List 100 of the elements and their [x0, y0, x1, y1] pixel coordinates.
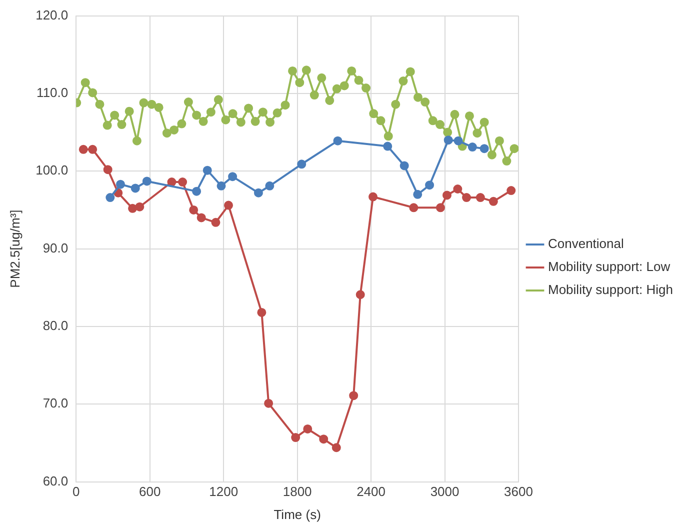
point [362, 84, 371, 93]
legend-label: Conventional [548, 236, 624, 252]
point [167, 178, 176, 187]
point [384, 132, 393, 141]
point [332, 84, 342, 94]
point [398, 76, 408, 86]
point [250, 116, 260, 126]
y-tick-label: 80.0 [42, 318, 68, 334]
point [340, 81, 349, 90]
point [425, 180, 434, 190]
point [192, 110, 202, 120]
point [454, 136, 463, 146]
point [476, 193, 485, 202]
x-axis-title: Time (s) [274, 506, 321, 522]
point [472, 128, 482, 138]
point [117, 120, 126, 130]
point [265, 181, 274, 190]
point [211, 218, 220, 227]
point [297, 160, 306, 169]
y-tick-label: 90.0 [42, 240, 68, 256]
point [506, 186, 516, 196]
y-tick-label: 120.0 [36, 7, 68, 22]
x-tick-label: 1200 [209, 484, 238, 500]
point [106, 193, 115, 202]
point [325, 96, 334, 105]
point [291, 433, 300, 442]
point [435, 120, 444, 130]
point [139, 98, 148, 108]
point [409, 203, 418, 212]
point [356, 290, 365, 300]
point [189, 205, 198, 214]
point [254, 188, 263, 198]
point [443, 128, 452, 137]
point [110, 110, 120, 120]
legend-label: Mobility support: Low [548, 259, 671, 274]
y-tick-label: 70.0 [42, 396, 68, 411]
x-tick-label: 600 [139, 484, 161, 500]
point [319, 434, 328, 444]
point [116, 180, 125, 189]
point [258, 108, 268, 117]
point [80, 78, 90, 88]
point [216, 181, 226, 190]
point [154, 102, 164, 112]
point [132, 136, 142, 146]
point [142, 176, 152, 186]
point [368, 192, 378, 202]
point [288, 66, 298, 76]
point [369, 109, 378, 118]
point [124, 106, 134, 116]
point [502, 156, 512, 166]
point [244, 104, 254, 113]
point [428, 116, 438, 126]
point [257, 308, 266, 317]
point [264, 398, 274, 408]
point [487, 150, 496, 160]
point [376, 116, 386, 126]
point [236, 118, 246, 127]
point [303, 424, 312, 434]
point [488, 196, 498, 206]
point [349, 391, 358, 400]
point [221, 115, 230, 124]
point [95, 100, 104, 109]
point [450, 110, 460, 119]
point [202, 166, 212, 175]
point [442, 190, 452, 200]
point [302, 66, 311, 75]
point [214, 95, 223, 104]
point [88, 144, 98, 154]
point [162, 128, 172, 138]
point [206, 108, 216, 117]
point [406, 67, 415, 76]
point [420, 98, 430, 107]
point [147, 100, 156, 109]
point [192, 186, 202, 196]
point [444, 136, 453, 145]
point [494, 136, 504, 146]
x-tick-label: 1800 [282, 484, 312, 500]
point [228, 109, 238, 118]
point [436, 203, 445, 212]
point [170, 125, 179, 134]
point [198, 116, 208, 126]
point [135, 202, 144, 212]
point [462, 193, 472, 202]
point [413, 92, 422, 102]
x-tick-label: 2400 [356, 484, 386, 500]
point [332, 443, 341, 452]
x-tick-label: 3000 [430, 484, 460, 500]
point [102, 120, 112, 130]
legend-label: Mobility support: High [548, 282, 673, 298]
point [130, 184, 140, 193]
point [177, 119, 186, 128]
point [196, 213, 206, 222]
point [468, 142, 477, 152]
point [224, 200, 234, 210]
point [480, 118, 489, 127]
point [310, 90, 319, 100]
point [317, 73, 326, 82]
point [510, 144, 518, 154]
point [453, 184, 462, 194]
y-axis-title: PM2.5[ug/m³] [7, 210, 22, 288]
